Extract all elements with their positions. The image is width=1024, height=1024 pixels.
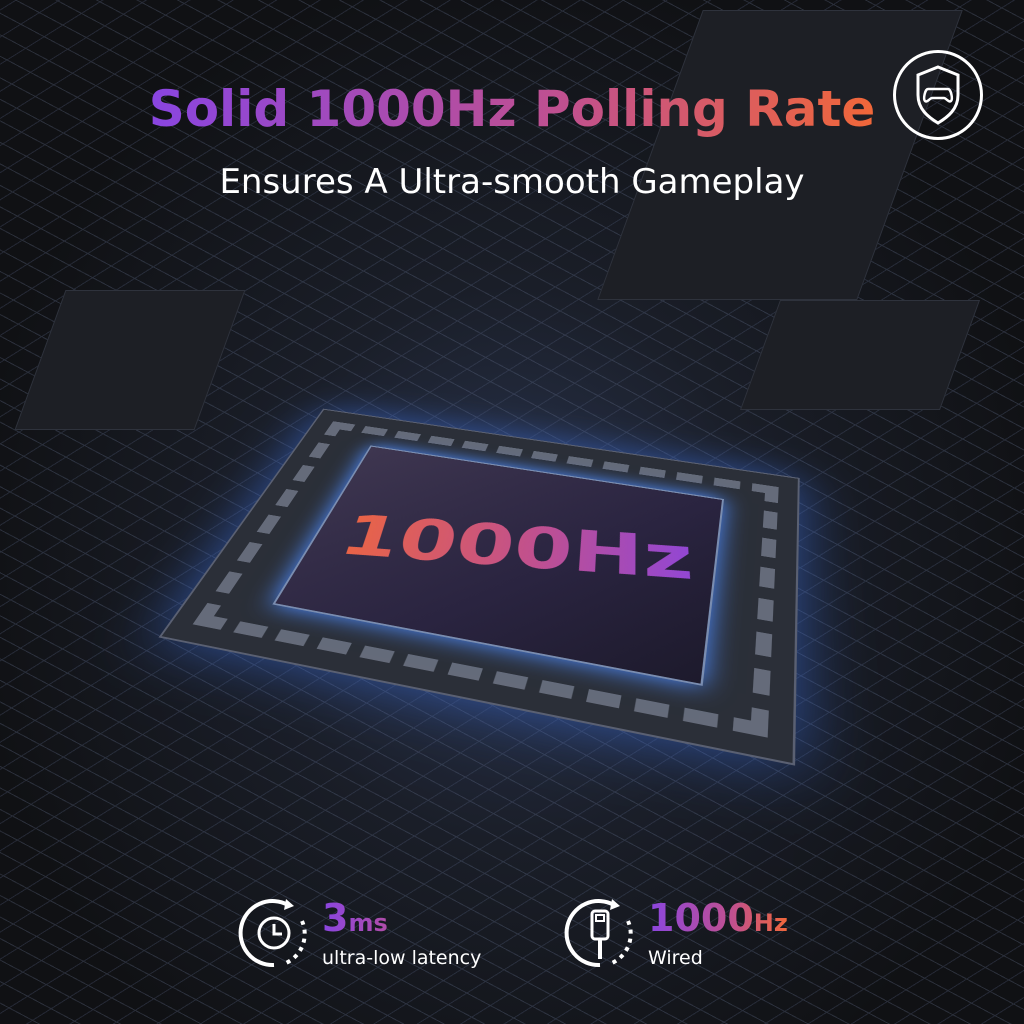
polling-value: 1000Hz [648,898,788,943]
latency-value: 3ms [322,898,481,943]
shield-gamepad-icon [893,50,983,140]
latency-label: ultra-low latency [322,946,482,969]
feature-latency: 3ms ultra-low latency [236,895,481,971]
chip-label: 1000Hz [308,502,721,596]
clock-cycle-icon [238,899,307,968]
feature-polling: 1000Hz Wired [562,895,788,971]
processor-chip: 1000Hz [100,300,920,780]
polling-label: Wired [648,946,703,969]
headline: Solid 1000Hz Polling Rate [0,80,1024,138]
subheadline: Ensures A Ultra-smooth Gameplay [219,162,805,202]
usb-cable-cycle-icon [564,899,633,968]
